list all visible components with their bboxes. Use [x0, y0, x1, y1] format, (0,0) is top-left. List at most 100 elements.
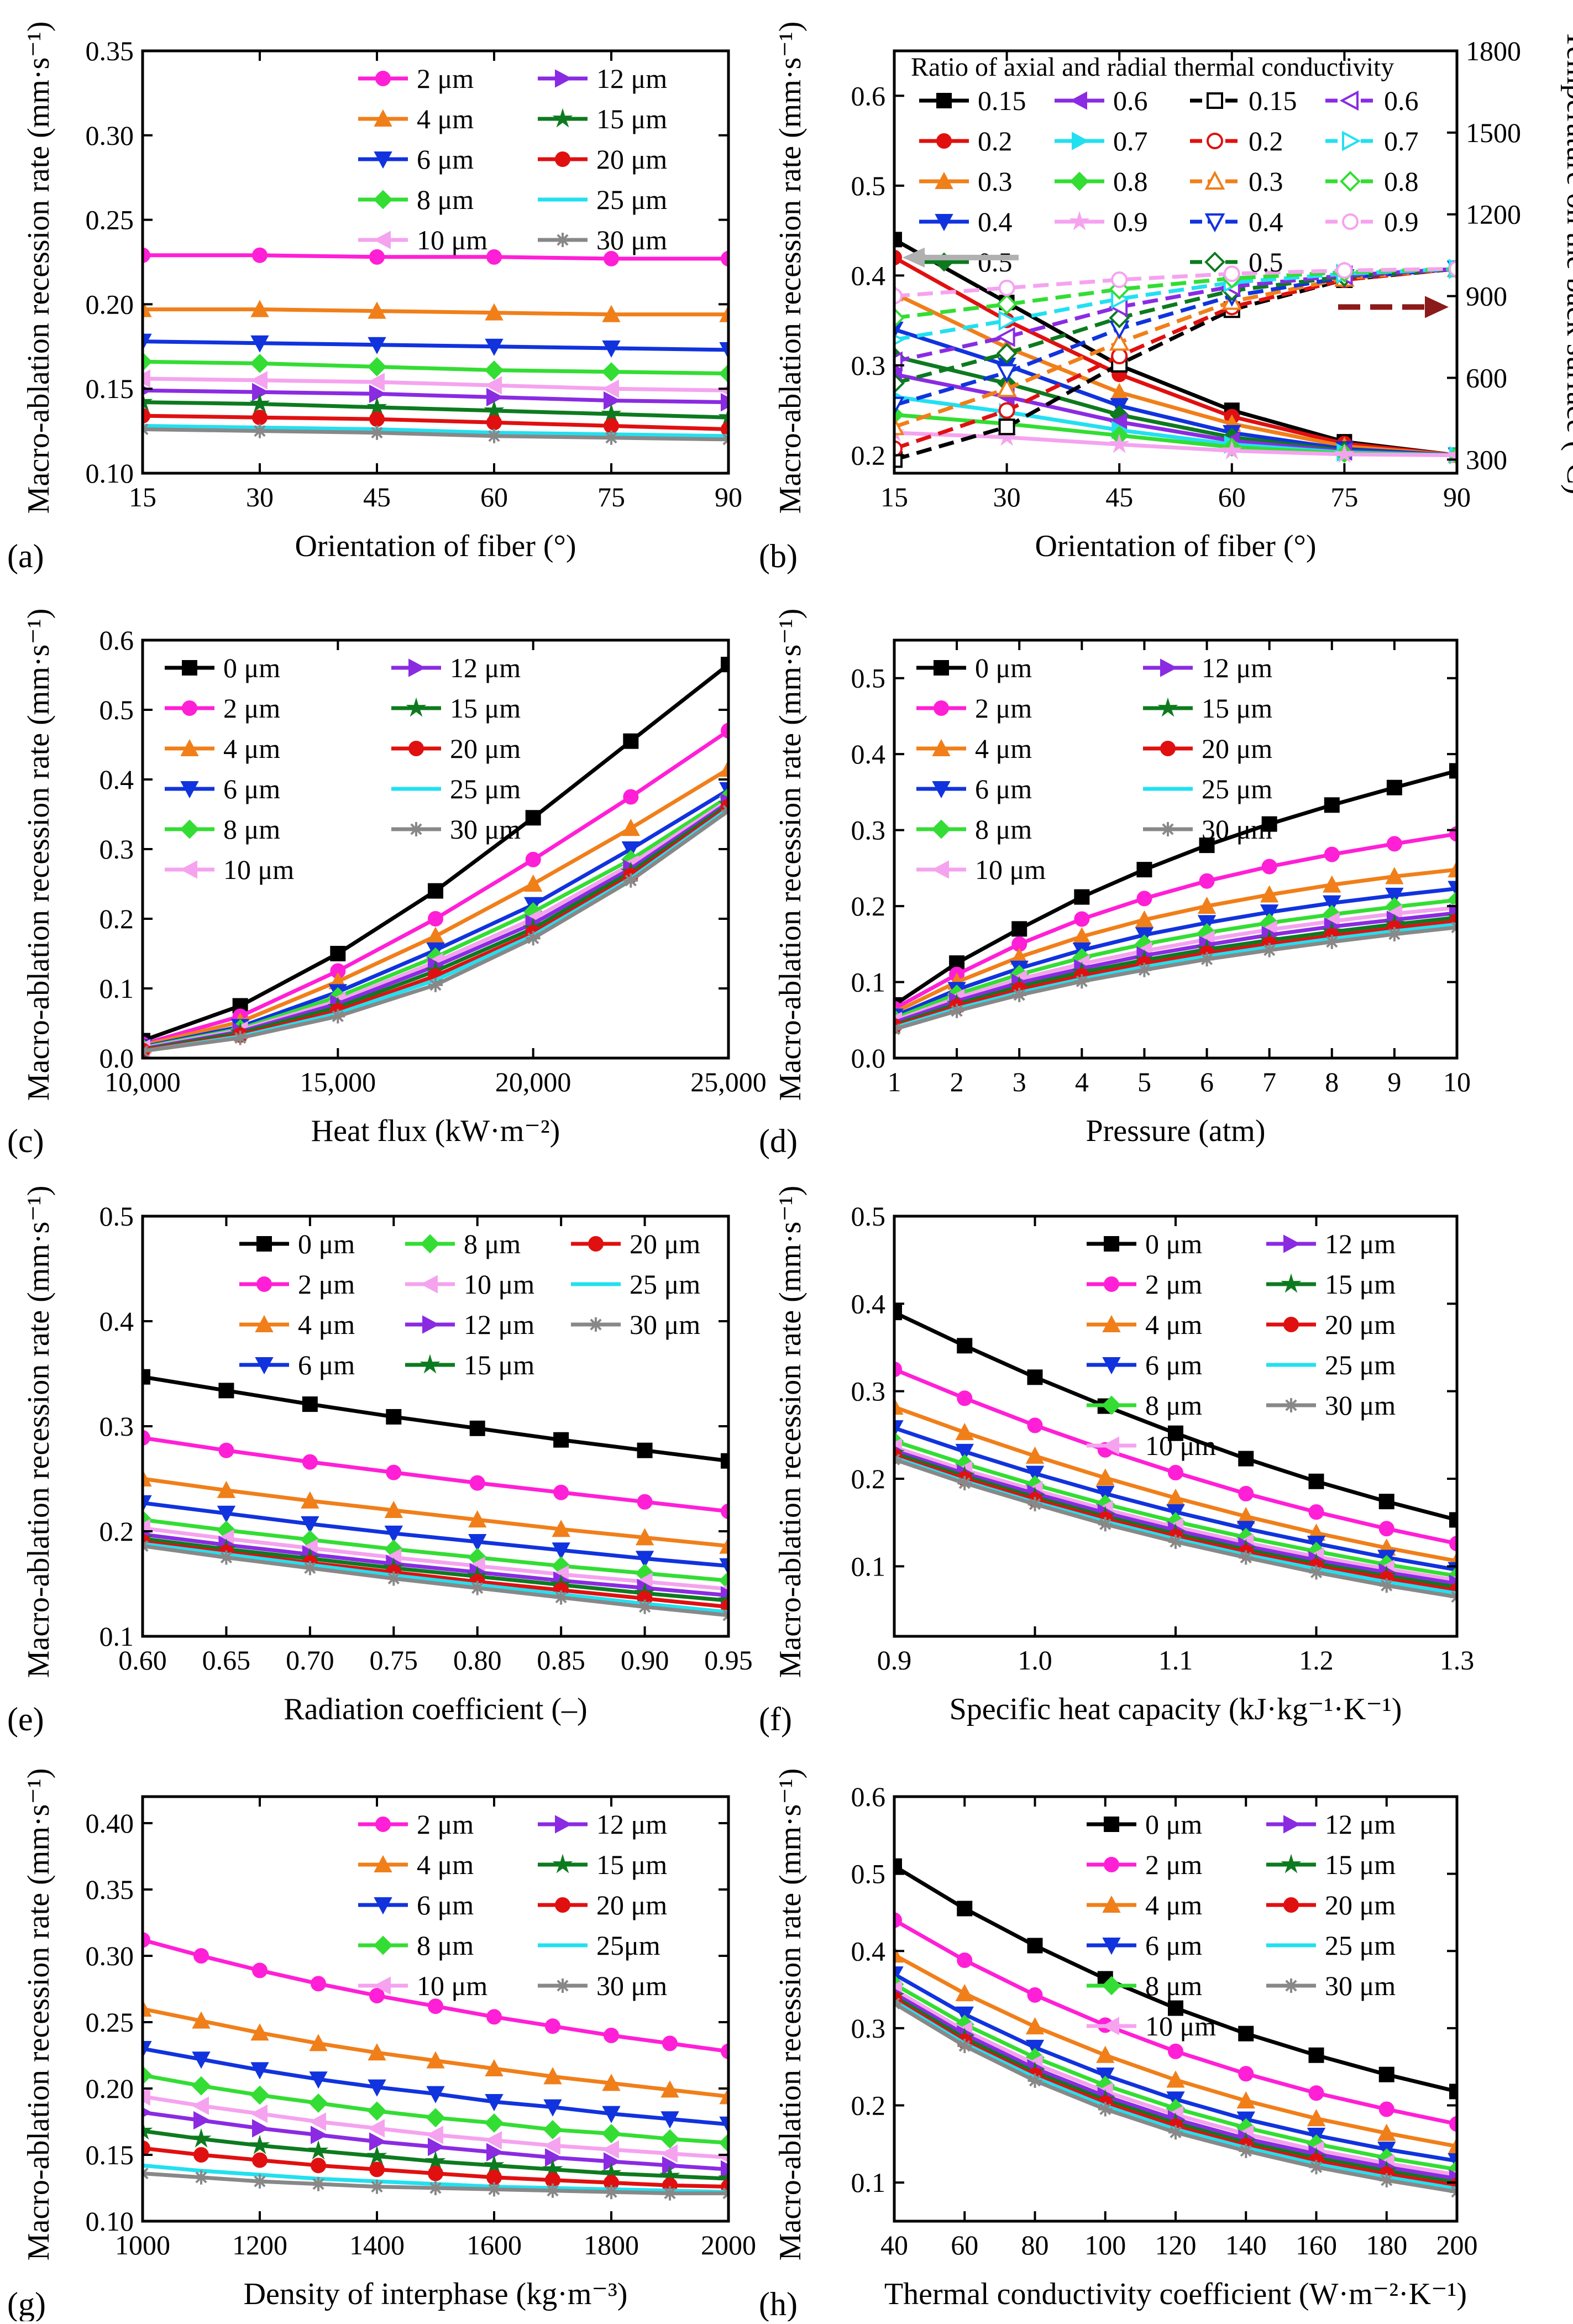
legend-label: 8 μm [975, 814, 1032, 845]
series-line-1 [894, 769, 1457, 1007]
legend-label: 30 μm [596, 1970, 667, 2001]
data-point [1323, 875, 1341, 893]
legend-marker [555, 1897, 570, 1913]
data-point [604, 2028, 619, 2043]
legend-label: 20 μm [596, 1889, 667, 1920]
legend-label: 0.6 [1384, 85, 1419, 116]
data-point [1027, 1369, 1043, 1385]
data-point [486, 2009, 502, 2025]
series-line-10 [143, 1542, 728, 1614]
y-tick-label: 0.10 [86, 2206, 134, 2237]
series-group [143, 657, 728, 1058]
data-point [1098, 2102, 1113, 2117]
series-line-2 [894, 832, 1457, 1011]
series-line-2 [894, 255, 1457, 457]
legend-marker [182, 700, 197, 716]
data-point [218, 1442, 234, 1458]
legend-marker [1072, 132, 1089, 150]
data-point [955, 1443, 974, 1462]
y-tick-label: 0.30 [86, 1940, 134, 1971]
data-point [526, 931, 541, 946]
data-point [367, 2101, 387, 2121]
data-point [894, 249, 902, 265]
legend-marker [1283, 1897, 1299, 1913]
panel-letter: (g) [7, 2286, 46, 2321]
data-point [554, 1590, 569, 1605]
chart-panel-1: 15 30 45 60 75 90 0.10 0.15 0.20 0.25 0.30 0.35 Orie… [7, 22, 742, 574]
data-point [249, 2134, 270, 2154]
legend-label: 10 μm [223, 854, 294, 885]
data-point [369, 249, 385, 265]
series-line-9 [143, 1540, 728, 1609]
data-point [721, 392, 728, 412]
data-point [368, 301, 386, 319]
legend: 0 μm 2 μm 4 μm 6 μm 8 μm 10 μm 12 μm 15 μm 20 μm… [916, 652, 1272, 885]
data-point [1012, 987, 1027, 1002]
data-point [301, 1491, 319, 1509]
data-point [543, 2119, 563, 2139]
legend-label: 20 μm [630, 1228, 700, 1259]
legend-marker [1204, 213, 1225, 233]
y-tick-label: 0.25 [86, 2007, 134, 2038]
x-tick-label: 45 [363, 481, 391, 512]
data-point [331, 1009, 345, 1024]
x-tick-label: 15,000 [300, 1066, 376, 1097]
series-line-4 [143, 1501, 728, 1568]
data-point [426, 927, 445, 944]
data-point [894, 232, 902, 248]
legend-marker [1102, 1895, 1121, 1913]
series-line-11 [143, 1544, 728, 1618]
data-point [1074, 911, 1090, 927]
data-point [425, 2150, 446, 2170]
legend-label: 6 μm [1145, 1930, 1202, 1961]
data-point [426, 2126, 443, 2144]
data-point [484, 2113, 504, 2133]
data-point [604, 250, 619, 266]
data-point [1307, 2109, 1326, 2127]
legend-label: 0.6 [1113, 85, 1148, 116]
legend-label: 30 μm [1202, 814, 1272, 845]
legend-label: 25 μm [1325, 1349, 1396, 1380]
legend-label: 10 μm [1145, 2011, 1216, 2042]
legend-marker [255, 1357, 274, 1375]
series-line-3 [143, 767, 728, 1048]
legend-label: 0.4 [978, 206, 1013, 237]
legend-marker [1281, 1273, 1302, 1293]
data-point [193, 2111, 211, 2130]
data-point [143, 333, 152, 351]
legend-marker [1284, 1978, 1298, 1993]
data-point [1239, 2143, 1254, 2158]
data-point [1385, 867, 1404, 884]
legend-marker [1340, 171, 1361, 192]
x-tick-label: 30 [993, 481, 1021, 512]
data-point [250, 335, 269, 353]
data-point [486, 388, 504, 407]
x-tick-label: 0.95 [704, 1645, 753, 1676]
legend-marker [374, 151, 392, 169]
data-point [192, 2051, 211, 2069]
y-tick-label: 0.5 [851, 1201, 886, 1232]
legend: Ratio of axial and radial thermal conduc… [911, 53, 1419, 278]
legend-label: 6 μm [298, 1349, 355, 1380]
x-tick-label: 80 [1021, 2229, 1049, 2260]
legend: 0 μm 2 μm 4 μm 6 μm 8 μm 10 μm 12 μm 15 μm 20 μm… [1087, 1809, 1396, 2042]
y-tick-label: 0.2 [851, 891, 886, 922]
data-point [957, 1475, 972, 1490]
data-point [1136, 891, 1152, 907]
x-tick-label: 30 [246, 481, 274, 512]
legend-label: 12 μm [450, 652, 521, 683]
legend-label: 25 μm [596, 184, 667, 215]
data-point [1168, 2125, 1183, 2140]
data-point [1260, 885, 1279, 903]
data-point [143, 408, 150, 424]
series-line-5 [143, 376, 728, 392]
legend-marker [934, 660, 949, 676]
data-point [1449, 763, 1457, 779]
x-tick-label: 60 [480, 481, 508, 512]
data-point [368, 2043, 386, 2061]
data-point [1238, 1485, 1254, 1501]
data-point [1096, 1485, 1115, 1504]
series-line-10 [894, 922, 1457, 1030]
series-line-2 [143, 1436, 728, 1514]
